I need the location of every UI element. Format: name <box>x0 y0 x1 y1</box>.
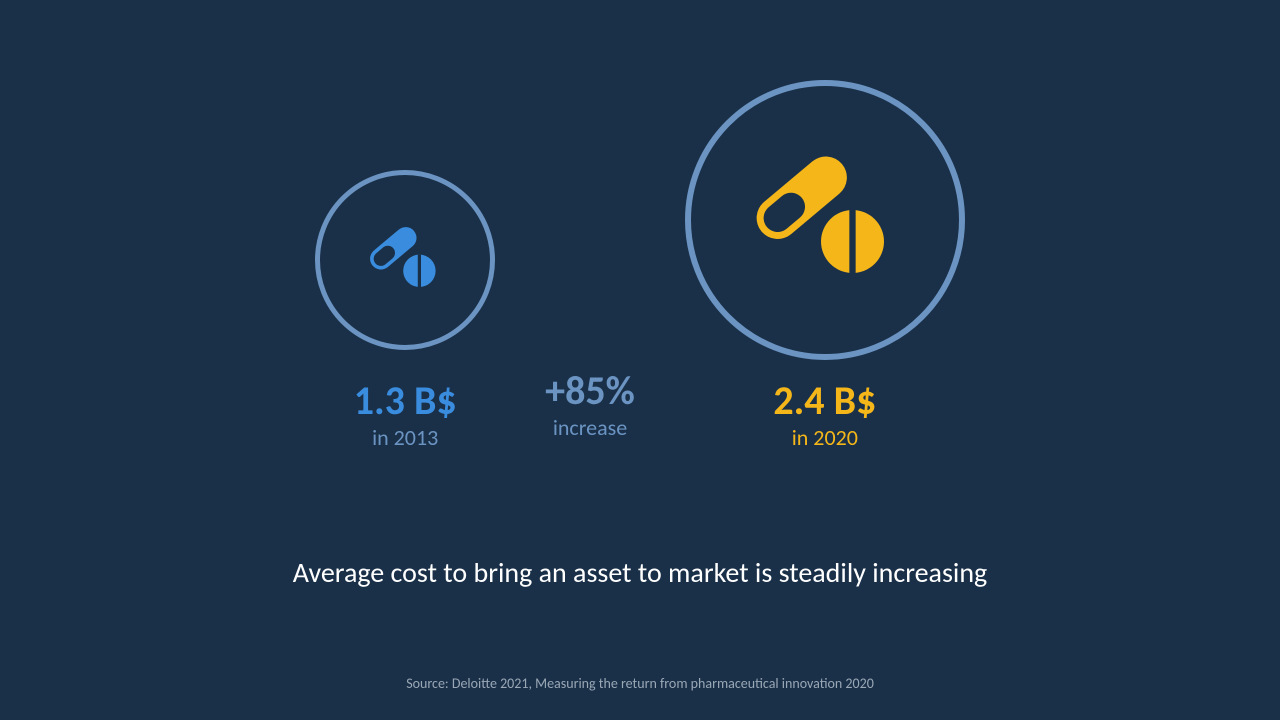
slide-caption: Average cost to bring an asset to market… <box>0 555 1280 590</box>
left-figure: 1.3 B$ in 2013 <box>315 170 495 451</box>
left-value: 1.3 B$ <box>354 380 457 422</box>
right-value: 2.4 B$ <box>773 380 876 422</box>
middle-figure: +85% increase <box>545 370 635 451</box>
figures-row: 1.3 B$ in 2013 +85% increase 2.4 B$ in 2… <box>0 80 1280 451</box>
pill-icon <box>737 133 912 308</box>
source-citation: Source: Deloitte 2021, Measuring the ret… <box>0 675 1280 692</box>
right-figure: 2.4 B$ in 2020 <box>685 80 965 451</box>
pill-icon <box>360 215 450 305</box>
percent-increase: +85% <box>545 370 635 412</box>
left-year: in 2013 <box>372 424 438 451</box>
infographic-slide: 1.3 B$ in 2013 +85% increase 2.4 B$ in 2… <box>0 0 1280 720</box>
left-circle <box>315 170 495 350</box>
increase-label: increase <box>553 414 627 441</box>
right-circle <box>685 80 965 360</box>
right-year: in 2020 <box>792 424 858 451</box>
